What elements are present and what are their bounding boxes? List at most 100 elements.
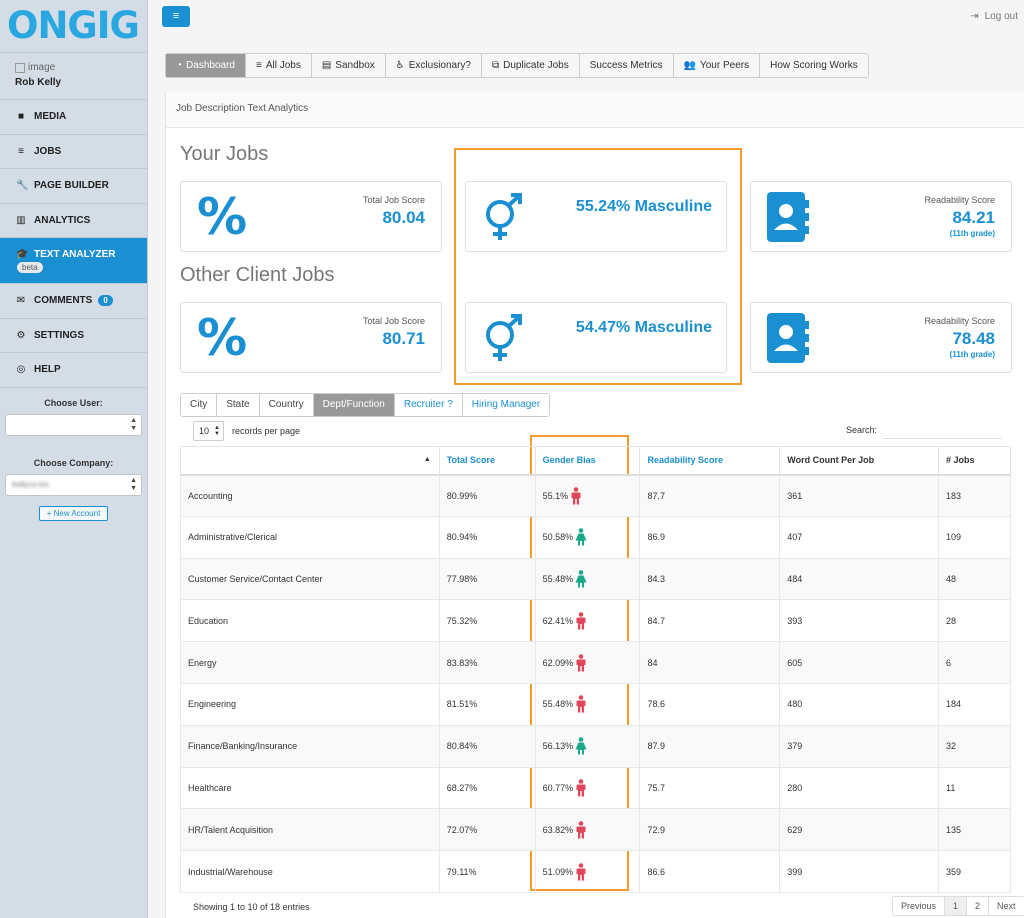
gender-bias-cell: 55.1%: [534, 474, 641, 517]
sidebar-item-label: TEXT ANALYZER: [34, 248, 116, 260]
male-person-icon: [576, 820, 586, 839]
tab-your-peers[interactable]: 👥 Your Peers: [673, 54, 761, 77]
total-score-label: Total Job Score: [362, 195, 425, 205]
total-score-value: 80.71: [382, 329, 425, 348]
readability-cell: 78.6: [639, 682, 781, 726]
male-person-icon: [571, 486, 581, 505]
dept-cell: Energy: [180, 641, 440, 684]
contact-book-icon: [767, 313, 809, 363]
tab-how-scoring-works[interactable]: How Scoring Works: [760, 54, 868, 77]
sidebar-item-comments[interactable]: ✉ COMMENTS 0: [0, 284, 147, 319]
dept-cell: Administrative/Clerical: [180, 515, 440, 559]
male-person-icon: [576, 695, 586, 713]
tab-all-jobs[interactable]: ≡ All Jobs: [245, 54, 312, 77]
filter-tab-city[interactable]: City: [181, 394, 218, 416]
sidebar-item-analytics[interactable]: ▥ ANALYTICS: [0, 204, 147, 238]
pager-2[interactable]: 2: [967, 897, 990, 915]
filter-tab-recruiter[interactable]: Recruiter ?: [394, 394, 463, 416]
gender-bias-value: 54.47% Masculine: [575, 319, 712, 336]
word-count-cell: 393: [779, 599, 940, 643]
tab-label: Duplicate Jobs: [503, 60, 569, 71]
pager-1[interactable]: 1: [945, 897, 968, 915]
search-input[interactable]: [883, 423, 1003, 439]
sidebar-item-label: PAGE BUILDER: [34, 180, 109, 192]
user-box: image Rob Kelly: [0, 52, 147, 100]
new-account-button[interactable]: + New Account: [39, 505, 108, 521]
tab-sandbox[interactable]: ▤ Sandbox: [311, 54, 386, 77]
column-header-department[interactable]: ▲: [180, 446, 440, 476]
dept-cell: HR/Talent Acquisition: [180, 808, 440, 852]
sidebar-item-help[interactable]: ◎ HELP: [0, 353, 147, 388]
dept-cell: Healthcare: [180, 766, 440, 810]
gender-bias-cell: 62.41%: [534, 599, 641, 643]
table-row: Energy 83.83% 62.09% 84 605 6: [180, 641, 1011, 684]
comments-count-badge: 0: [98, 295, 113, 307]
logout-link[interactable]: ⇥ Log out: [970, 11, 1018, 22]
column-header-jobs[interactable]: # Jobs: [938, 446, 1011, 476]
gender-symbol-icon: [486, 193, 522, 240]
readability-value: 78.48: [952, 329, 995, 348]
gender-bias-value: 50.58%: [543, 528, 640, 546]
gender-bias-percent: 55.48%: [542, 699, 574, 710]
sidebar-item-page-builder[interactable]: 🔧 PAGE BUILDER: [0, 169, 147, 204]
word-count-cell: 361: [779, 474, 940, 517]
sidebar-item-text-analyzer[interactable]: 🎓 TEXT ANALYZER beta: [0, 238, 147, 284]
tab-success-metrics[interactable]: Success Metrics: [579, 54, 674, 77]
list-icon: ≡: [18, 145, 24, 157]
dept-cell: Engineering: [180, 682, 440, 726]
gender-bias-cell: 50.58%: [534, 515, 641, 559]
gender-bias-percent: 51.09%: [542, 866, 574, 877]
wrench-icon: 🔧: [16, 180, 29, 192]
copy-icon: ⧉: [492, 60, 500, 71]
sidebar-item-label: COMMENTS: [34, 295, 93, 307]
tab-label: All Jobs: [265, 60, 301, 71]
menu-toggle-button[interactable]: ≡: [162, 6, 190, 27]
pager-next[interactable]: Next: [989, 897, 1024, 915]
select-arrows-icon: ▲ ▼: [130, 476, 137, 492]
choose-user-select[interactable]: ▲ ▼: [5, 413, 142, 436]
readability-grade: (11th grade): [949, 350, 995, 359]
records-per-page-select[interactable]: 10 ▲ ▼: [193, 421, 224, 441]
total-score-cell: 68.27%: [438, 766, 536, 810]
choose-company-select[interactable]: kellyco-inc ▲ ▼: [5, 473, 142, 496]
tab-label: Your Peers: [699, 60, 750, 71]
column-header-total-score[interactable]: Total Score: [438, 446, 536, 476]
gender-bias-cell: 60.77%: [534, 766, 641, 810]
readability-cell: 87.9: [639, 724, 781, 768]
choose-company-value: kellyco-inc: [12, 479, 50, 489]
table-row: Industrial/Warehouse 79.11% 51.09% 86.6 399 3…: [180, 850, 1011, 893]
tab-duplicate-jobs[interactable]: ⧉ Duplicate Jobs: [482, 54, 580, 77]
dept-table: ▲ Total Score Gender Bias Readability Score…: [180, 446, 1011, 893]
tab-label: Exclusionary?: [408, 60, 471, 71]
pager-previous[interactable]: Previous: [893, 897, 946, 915]
sidebar-item-settings[interactable]: ⚙ SETTINGS: [0, 319, 147, 353]
filter-tab-hiring-manager[interactable]: Hiring Manager: [462, 394, 550, 416]
bar-chart-icon: ▥: [16, 214, 26, 226]
gender-bias-percent: 55.48%: [542, 573, 574, 584]
column-header-gender-bias[interactable]: Gender Bias: [534, 446, 641, 476]
gender-bias-cell: 56.13%: [534, 724, 641, 768]
word-count-cell: 605: [779, 641, 940, 684]
tab-dashboard[interactable]: ◔ Dashboard: [166, 54, 246, 77]
choose-user-label: Choose User:: [44, 397, 103, 408]
sidebar-item-media[interactable]: ■ MEDIA: [0, 100, 147, 135]
filter-tabs: City State Country Dept/Function Recruiter ?…: [180, 393, 551, 417]
gender-bias-value: 55.48%: [543, 570, 640, 588]
total-score-cell: 72.07%: [438, 808, 536, 852]
table-row: Healthcare 68.27% 60.77% 75.7 280 11: [180, 766, 1011, 810]
tab-label: How Scoring Works: [770, 60, 858, 71]
sidebar-item-jobs[interactable]: ≡ JOBS: [0, 135, 147, 169]
sidebar-item-label: SETTINGS: [34, 329, 85, 341]
female-person-icon: [575, 528, 587, 546]
filter-tab-dept-function[interactable]: Dept/Function: [313, 394, 395, 416]
gender-bias-percent: 60.77%: [542, 782, 574, 793]
tab-exclusionary[interactable]: ♿ Exclusionary?: [385, 54, 482, 77]
filter-tab-state[interactable]: State: [217, 394, 260, 416]
tab-label: Sandbox: [335, 60, 375, 71]
column-header-word-count-per-job[interactable]: Word Count Per Job: [779, 446, 940, 476]
filter-tab-country[interactable]: Country: [259, 394, 314, 416]
ongig-logo[interactable]: ONGIG: [7, 4, 140, 47]
gender-bias-cell: 62.09%: [534, 641, 641, 684]
column-header-readability-score[interactable]: Readability Score: [639, 446, 781, 476]
avatar: image: [15, 62, 147, 73]
